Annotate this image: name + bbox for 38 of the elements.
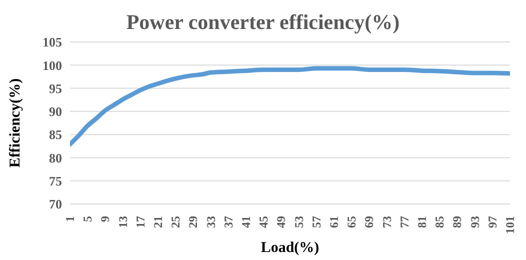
x-tick-label: 61: [327, 216, 341, 228]
x-tick-label: 1: [63, 216, 77, 222]
x-tick-label: 101: [503, 216, 517, 234]
y-tick-label: 70: [49, 196, 62, 212]
x-tick-label: 49: [274, 216, 288, 228]
line-series: [70, 66, 510, 147]
x-tick-label: 33: [204, 216, 218, 228]
x-tick-label: 29: [186, 216, 200, 228]
x-tick-label: 77: [397, 216, 412, 228]
x-tick-label: 97: [485, 216, 500, 228]
y-tick-label: 85: [49, 127, 62, 142]
x-tick-label: 9: [98, 216, 112, 222]
y-axis-title: Efficiency(%): [7, 78, 24, 168]
x-axis-title: Load(%): [260, 240, 320, 256]
y-tick-label: 105: [42, 34, 62, 50]
y-tick-label: 80: [49, 150, 62, 166]
x-tick-label: 41: [239, 216, 253, 228]
x-tick-label: 13: [116, 216, 130, 228]
x-tick-label: 85: [432, 216, 447, 228]
x-tick-label: 89: [450, 216, 464, 228]
chart-title: Power converter efficiency(%): [125, 9, 401, 36]
x-tick-label: 5: [80, 216, 95, 222]
x-tick-label: 53: [292, 216, 306, 228]
y-tick-label: 75: [49, 173, 62, 188]
x-tick-label: 57: [309, 216, 324, 228]
x-tick-label: 21: [151, 216, 165, 228]
x-tick-label: 37: [221, 216, 236, 228]
y-tick-label: 100: [42, 58, 62, 73]
y-tick-label: 90: [49, 104, 62, 120]
x-tick-label: 81: [415, 216, 429, 228]
x-tick-label: 17: [133, 216, 148, 228]
x-tick-label: 65: [344, 216, 359, 228]
y-tick-label: 95: [49, 80, 62, 96]
x-tick-label: 93: [468, 216, 482, 228]
x-tick-label: 45: [256, 216, 271, 228]
x-tick-label: 25: [168, 216, 183, 228]
x-tick-label: 73: [380, 216, 394, 228]
x-tick-label: 69: [362, 216, 376, 228]
